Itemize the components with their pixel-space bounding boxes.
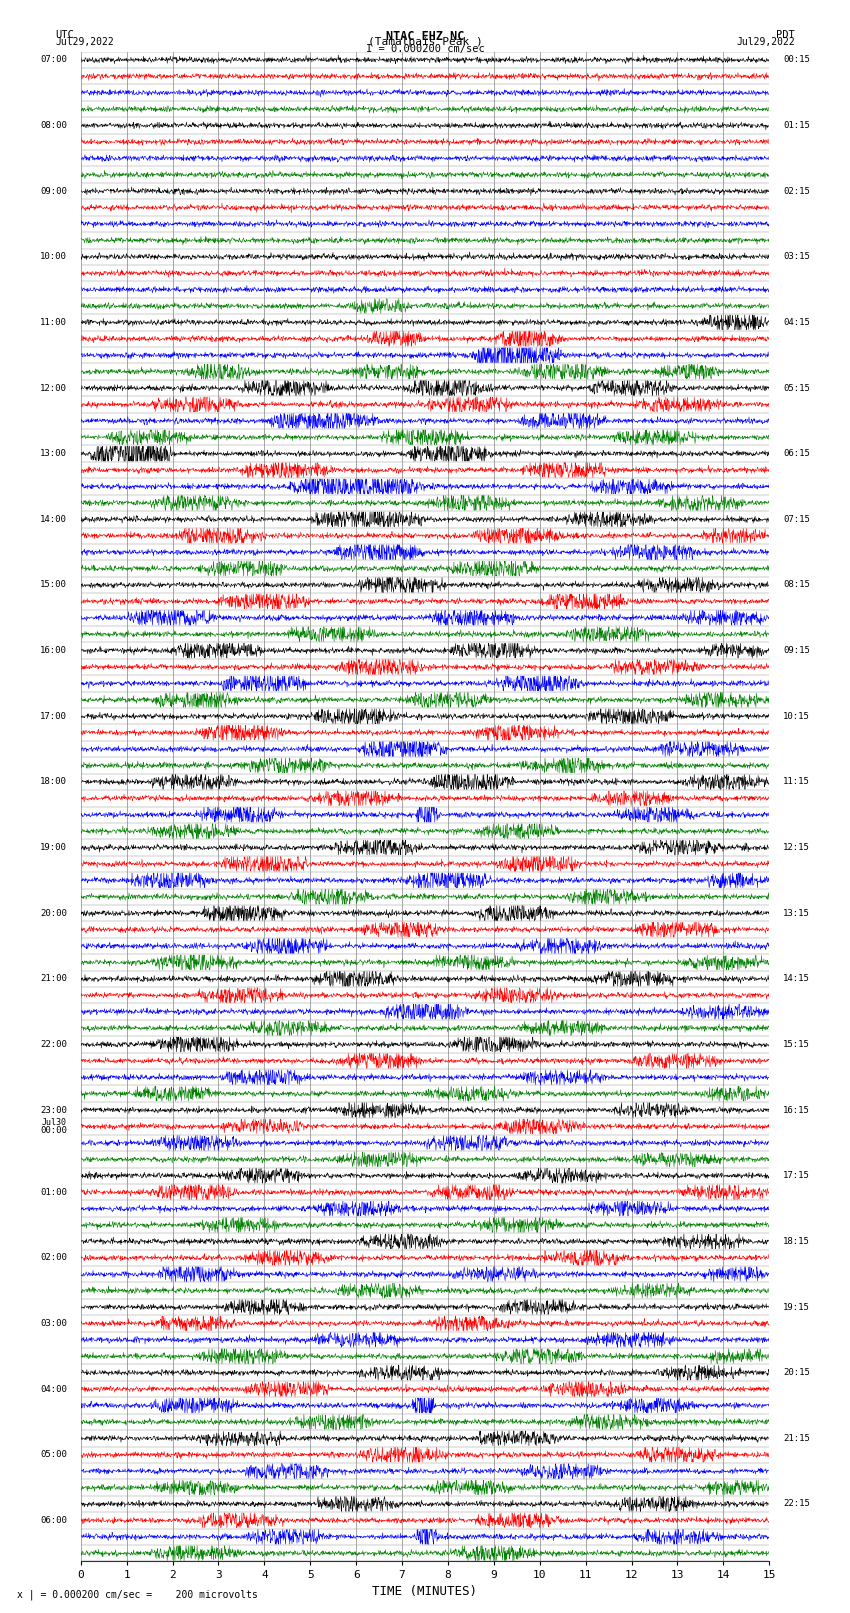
- Text: Jul29,2022: Jul29,2022: [736, 37, 795, 47]
- Text: 00:15: 00:15: [783, 55, 810, 65]
- Text: 05:15: 05:15: [783, 384, 810, 392]
- Text: 11:00: 11:00: [40, 318, 67, 327]
- Text: 04:00: 04:00: [40, 1384, 67, 1394]
- Text: 23:00: 23:00: [40, 1105, 67, 1115]
- Text: 02:00: 02:00: [40, 1253, 67, 1263]
- Text: 01:00: 01:00: [40, 1187, 67, 1197]
- Text: 00:00: 00:00: [40, 1126, 67, 1134]
- Text: 22:00: 22:00: [40, 1040, 67, 1048]
- Text: 18:00: 18:00: [40, 777, 67, 787]
- Text: 20:00: 20:00: [40, 908, 67, 918]
- Text: 19:15: 19:15: [783, 1303, 810, 1311]
- Text: Jul30: Jul30: [42, 1118, 67, 1127]
- Text: 01:15: 01:15: [783, 121, 810, 131]
- Text: 15:00: 15:00: [40, 581, 67, 589]
- Text: 20:15: 20:15: [783, 1368, 810, 1378]
- Text: 03:15: 03:15: [783, 252, 810, 261]
- Text: 13:00: 13:00: [40, 448, 67, 458]
- Text: 12:00: 12:00: [40, 384, 67, 392]
- Text: (Tamalpais Peak ): (Tamalpais Peak ): [367, 37, 483, 47]
- Text: 04:15: 04:15: [783, 318, 810, 327]
- Text: 10:00: 10:00: [40, 252, 67, 261]
- Text: 22:15: 22:15: [783, 1500, 810, 1508]
- Text: 21:15: 21:15: [783, 1434, 810, 1442]
- Text: 10:15: 10:15: [783, 711, 810, 721]
- Text: 17:00: 17:00: [40, 711, 67, 721]
- Text: 16:15: 16:15: [783, 1105, 810, 1115]
- Text: 16:00: 16:00: [40, 647, 67, 655]
- Text: Jul29,2022: Jul29,2022: [55, 37, 114, 47]
- Text: 21:00: 21:00: [40, 974, 67, 984]
- Text: x | = 0.000200 cm/sec =    200 microvolts: x | = 0.000200 cm/sec = 200 microvolts: [17, 1589, 258, 1600]
- Text: PDT: PDT: [776, 31, 795, 40]
- Text: I = 0.000200 cm/sec: I = 0.000200 cm/sec: [366, 44, 484, 53]
- Text: 07:15: 07:15: [783, 515, 810, 524]
- Text: NTAC EHZ NC: NTAC EHZ NC: [386, 31, 464, 44]
- X-axis label: TIME (MINUTES): TIME (MINUTES): [372, 1584, 478, 1597]
- Text: 02:15: 02:15: [783, 187, 810, 195]
- Text: 05:00: 05:00: [40, 1450, 67, 1460]
- Text: 09:00: 09:00: [40, 187, 67, 195]
- Text: 19:00: 19:00: [40, 844, 67, 852]
- Text: 18:15: 18:15: [783, 1237, 810, 1245]
- Text: 09:15: 09:15: [783, 647, 810, 655]
- Text: 06:00: 06:00: [40, 1516, 67, 1524]
- Text: 12:15: 12:15: [783, 844, 810, 852]
- Text: UTC: UTC: [55, 31, 74, 40]
- Text: 14:15: 14:15: [783, 974, 810, 984]
- Text: 17:15: 17:15: [783, 1171, 810, 1181]
- Text: 07:00: 07:00: [40, 55, 67, 65]
- Text: 08:15: 08:15: [783, 581, 810, 589]
- Text: 06:15: 06:15: [783, 448, 810, 458]
- Text: 08:00: 08:00: [40, 121, 67, 131]
- Text: 03:00: 03:00: [40, 1319, 67, 1327]
- Text: 14:00: 14:00: [40, 515, 67, 524]
- Text: 15:15: 15:15: [783, 1040, 810, 1048]
- Text: 13:15: 13:15: [783, 908, 810, 918]
- Text: 11:15: 11:15: [783, 777, 810, 787]
